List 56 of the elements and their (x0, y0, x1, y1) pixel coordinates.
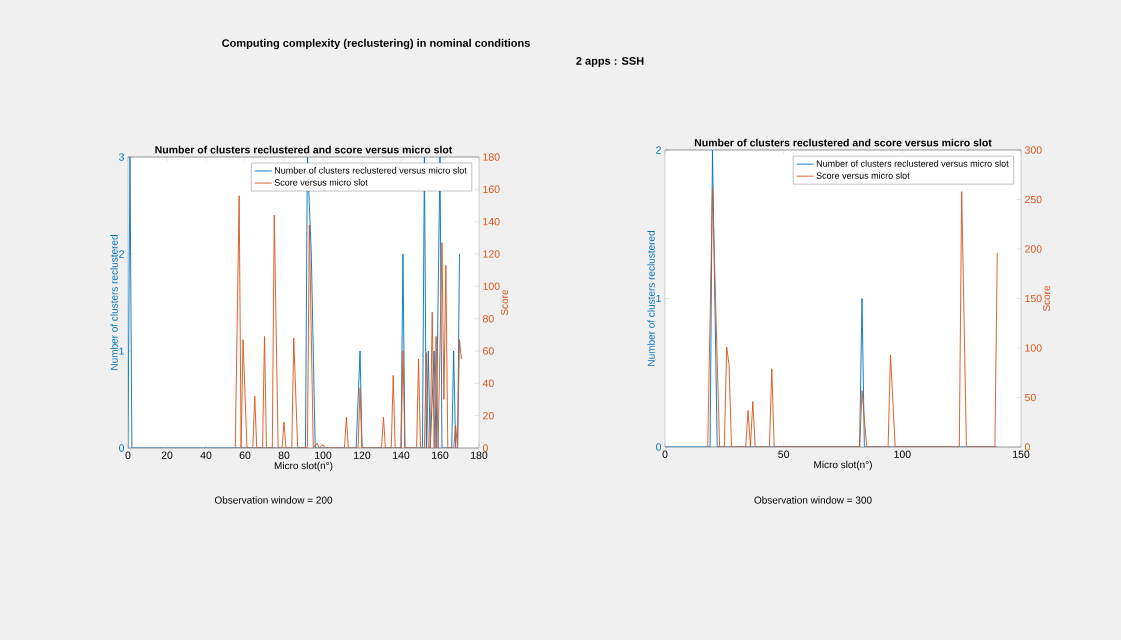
chart-title: Number of clusters reclustered and score versus micro slot (694, 138, 992, 147)
x-tick-label: 20 (161, 451, 173, 459)
x-tick-label: 50 (778, 450, 790, 458)
text: 2 apps : SSH (576, 57, 644, 67)
y-tick-label: 2 (119, 250, 124, 258)
line-series (707, 188, 998, 447)
y2-tick-label: 80 (483, 314, 494, 323)
y2-tick-label: 60 (483, 347, 494, 355)
y2-axis-title: Score (500, 289, 508, 316)
legend-label: Score versus micro slot (274, 179, 368, 186)
y2-tick-label: 0 (1024, 443, 1030, 451)
y2-tick-label: 40 (482, 379, 494, 388)
text: Observation window = 200 (214, 496, 333, 504)
x-tick-label: 0 (662, 450, 668, 458)
legend-label: Number of clusters reclustered versus micro slot (274, 167, 467, 174)
x-tick-label: 180 (471, 451, 488, 459)
y2-tick-label: 100 (1025, 344, 1042, 352)
x-tick-label: 80 (278, 451, 290, 459)
legend-label: Score versus micro slot (816, 172, 910, 179)
y2-tick-label: 120 (483, 250, 500, 258)
x-tick-label: 100 (894, 450, 911, 458)
y2-tick-label: 150 (1025, 294, 1042, 303)
x-axis-title: Micro slot(n°) (274, 461, 333, 472)
x-tick-label: 140 (393, 451, 410, 459)
y-tick-label: 1 (119, 347, 124, 355)
y-tick-label: 2 (656, 146, 661, 154)
x-tick-label: 120 (354, 451, 371, 459)
x-tick-label: 150 (1013, 450, 1030, 458)
y2-tick-label: 180 (483, 153, 500, 161)
x-axis-title: Micro slot(n°) (814, 460, 872, 471)
y2-tick-label: 160 (483, 185, 500, 194)
y2-tick-label: 140 (483, 217, 500, 226)
y2-axis-title: Score (1042, 285, 1051, 312)
x-tick-label: 40 (200, 451, 212, 459)
y2-tick-label: 250 (1025, 195, 1042, 204)
y-tick-label: 3 (119, 153, 125, 161)
y-tick-label: 0 (119, 444, 125, 452)
y-axis-title: Number of clusters reclustered (647, 231, 655, 366)
x-tick-label: 100 (315, 451, 332, 459)
x-tick-label: 0 (125, 451, 131, 459)
line-series (234, 195, 462, 448)
y-tick-label: 0 (656, 443, 662, 451)
x-tick-label: 60 (239, 451, 251, 459)
y2-tick-label: 200 (1025, 245, 1042, 253)
y2-tick-label: 300 (1024, 146, 1042, 154)
chart-title: Number of clusters reclustered and score versus micro slot (155, 145, 453, 154)
x-tick-label: 160 (432, 451, 449, 459)
text: Observation window = 300 (754, 496, 872, 504)
y2-tick-label: 0 (482, 444, 488, 452)
text: Computing complexity (reclustering) in nominal conditions (222, 38, 530, 50)
y2-tick-label: 100 (483, 282, 500, 291)
y-tick-label: 1 (656, 294, 661, 303)
legend-label: Number of clusters reclustered versus micro slot (816, 160, 1009, 167)
y-axis-title: Number of clusters reclustered (110, 235, 118, 370)
y2-tick-label: 50 (1024, 393, 1036, 402)
y2-tick-label: 20 (483, 411, 494, 420)
